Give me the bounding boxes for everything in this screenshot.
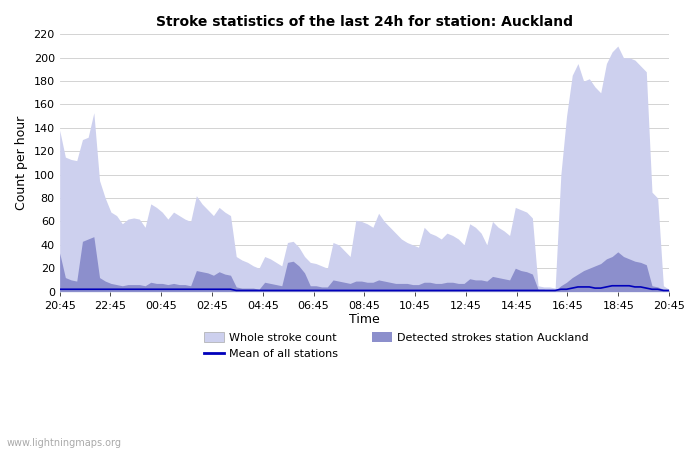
Legend: Whole stroke count, Mean of all stations, Detected strokes station Auckland: Whole stroke count, Mean of all stations… (199, 328, 593, 363)
Title: Stroke statistics of the last 24h for station: Auckland: Stroke statistics of the last 24h for st… (156, 15, 573, 29)
X-axis label: Time: Time (349, 313, 379, 326)
Y-axis label: Count per hour: Count per hour (15, 116, 28, 210)
Text: www.lightningmaps.org: www.lightningmaps.org (7, 438, 122, 448)
